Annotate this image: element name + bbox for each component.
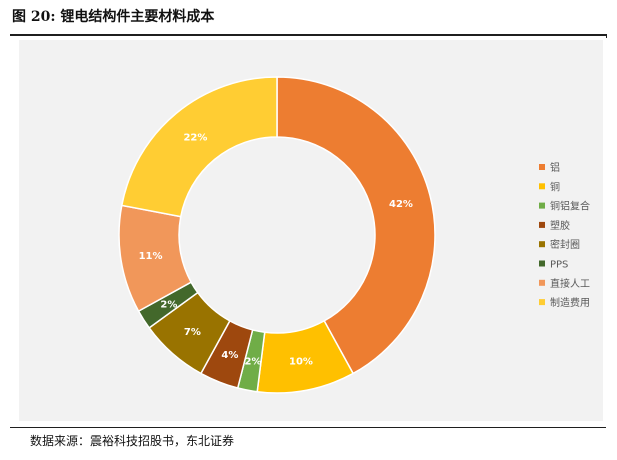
legend-label: 密封圈 [550, 238, 580, 251]
slice-value-label: 42% [389, 199, 413, 210]
slice-value-label: 22% [183, 132, 207, 143]
slice-value-label: 11% [139, 251, 163, 262]
legend-label: 铜铝复合 [550, 200, 590, 213]
legend-swatch [539, 202, 545, 209]
legend-swatch [539, 221, 545, 228]
figure-title: 图 20: 锂电结构件主要材料成本 [12, 9, 215, 25]
legend-label: 塑胶 [550, 219, 570, 232]
legend-label: PPS [550, 260, 568, 271]
bottom-rule [10, 427, 606, 428]
legend-swatch [539, 164, 545, 170]
legend-label: 制造费用 [550, 296, 590, 309]
legend-label: 直接人工 [550, 277, 590, 290]
legend-swatch [539, 183, 545, 190]
slice-value-label: 4% [221, 350, 238, 361]
legend-label: 铝 [550, 162, 560, 174]
donut-slice [120, 76, 278, 218]
chart-area: 42% 10% 2% 4% 7% 2% 11% 22% 铝铜铜铝复合塑胶密封圈 PPS 直接人工制… [19, 40, 603, 421]
slice-value-label: 10% [289, 357, 313, 368]
slice-value-label: 2% [160, 300, 177, 311]
legend-swatch [539, 260, 545, 267]
source-note: 数据来源：震裕科技招股书，东北证券 [30, 434, 235, 448]
legend-swatch [539, 299, 545, 306]
legend-label: 铜 [550, 181, 560, 193]
legend-swatch [539, 241, 545, 248]
donut-slice [276, 76, 436, 375]
slice-value-label: 7% [184, 327, 201, 338]
top-rule [10, 34, 606, 36]
top-rule-tick [602, 34, 607, 38]
legend-swatch [539, 279, 545, 286]
slice-value-label: 2% [245, 357, 262, 368]
slice-labels: 42% 10% 2% 4% 7% 2% 11% 22% [139, 132, 413, 367]
donut-slices [118, 76, 436, 394]
